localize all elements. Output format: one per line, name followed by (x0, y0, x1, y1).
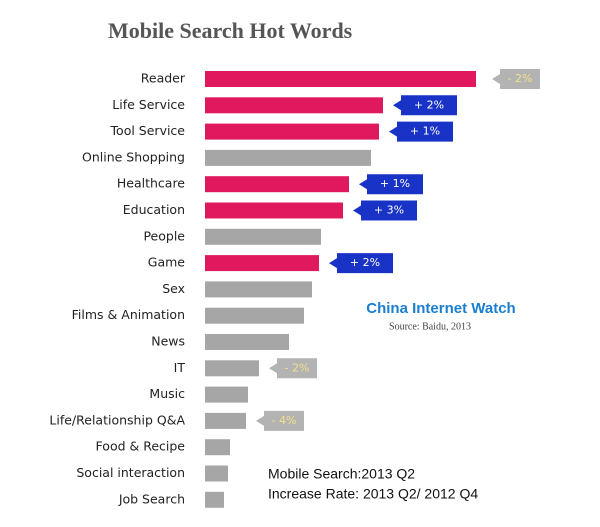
y-tick-label: Education (123, 202, 185, 217)
bar (205, 281, 312, 298)
y-tick-label: Music (149, 386, 185, 401)
bar (205, 334, 289, 350)
change-tag-up (359, 174, 423, 195)
bar (205, 360, 259, 377)
change-label: - 2% (508, 72, 533, 85)
y-tick-label: Job Search (118, 491, 185, 506)
bar (205, 71, 476, 87)
y-tick-label: Healthcare (117, 176, 185, 191)
y-tick-label: Life Service (112, 97, 185, 112)
y-tick-label: Tool Service (110, 123, 186, 138)
change-tag-up (389, 121, 453, 142)
change-label: - 4% (272, 414, 297, 427)
bar (205, 491, 224, 508)
change-label: + 1% (380, 177, 410, 190)
y-tick-label: Food & Recipe (96, 439, 186, 454)
bar (205, 176, 349, 193)
y-tick-label: Sex (162, 281, 185, 296)
chart-title: Mobile Search Hot Words (108, 18, 353, 43)
brand: China Internet Watch (366, 300, 515, 317)
change-label: - 2% (285, 361, 310, 374)
change-tag-up (353, 200, 417, 221)
bar (205, 386, 248, 403)
y-tick-label: People (143, 228, 185, 243)
y-tick-label: News (151, 334, 185, 349)
y-tick-label: Reader (141, 71, 186, 86)
bar (205, 412, 246, 429)
bar (205, 123, 379, 140)
note: Mobile Search:2013 Q2 (268, 466, 415, 482)
change-tag-down (269, 358, 317, 379)
change-label: + 1% (410, 125, 440, 138)
source: Source: Baidu, 2013 (389, 321, 471, 332)
change-label: + 2% (414, 98, 444, 111)
bar (205, 307, 304, 324)
y-tick-label: Game (148, 255, 186, 270)
change-label: + 2% (350, 256, 380, 269)
y-tick-label: Online Shopping (82, 149, 185, 164)
y-tick-label: Social interaction (76, 465, 185, 480)
y-tick-label: IT (174, 360, 186, 375)
bar (205, 202, 343, 219)
change-label: + 3% (374, 204, 404, 217)
y-tick-label: Life/Relationship Q&A (49, 412, 185, 427)
change-tag-up (329, 253, 393, 274)
bar (205, 465, 228, 482)
y-tick-label: Films & Animation (72, 307, 185, 322)
bar (205, 255, 319, 272)
change-tag-down (256, 410, 304, 431)
note: Increase Rate: 2013 Q2/ 2012 Q4 (268, 486, 478, 502)
bar (205, 149, 371, 166)
bar (205, 97, 383, 114)
bar (205, 228, 321, 245)
change-tag-down (492, 69, 540, 89)
change-tag-up (393, 95, 457, 116)
bar (205, 439, 230, 456)
